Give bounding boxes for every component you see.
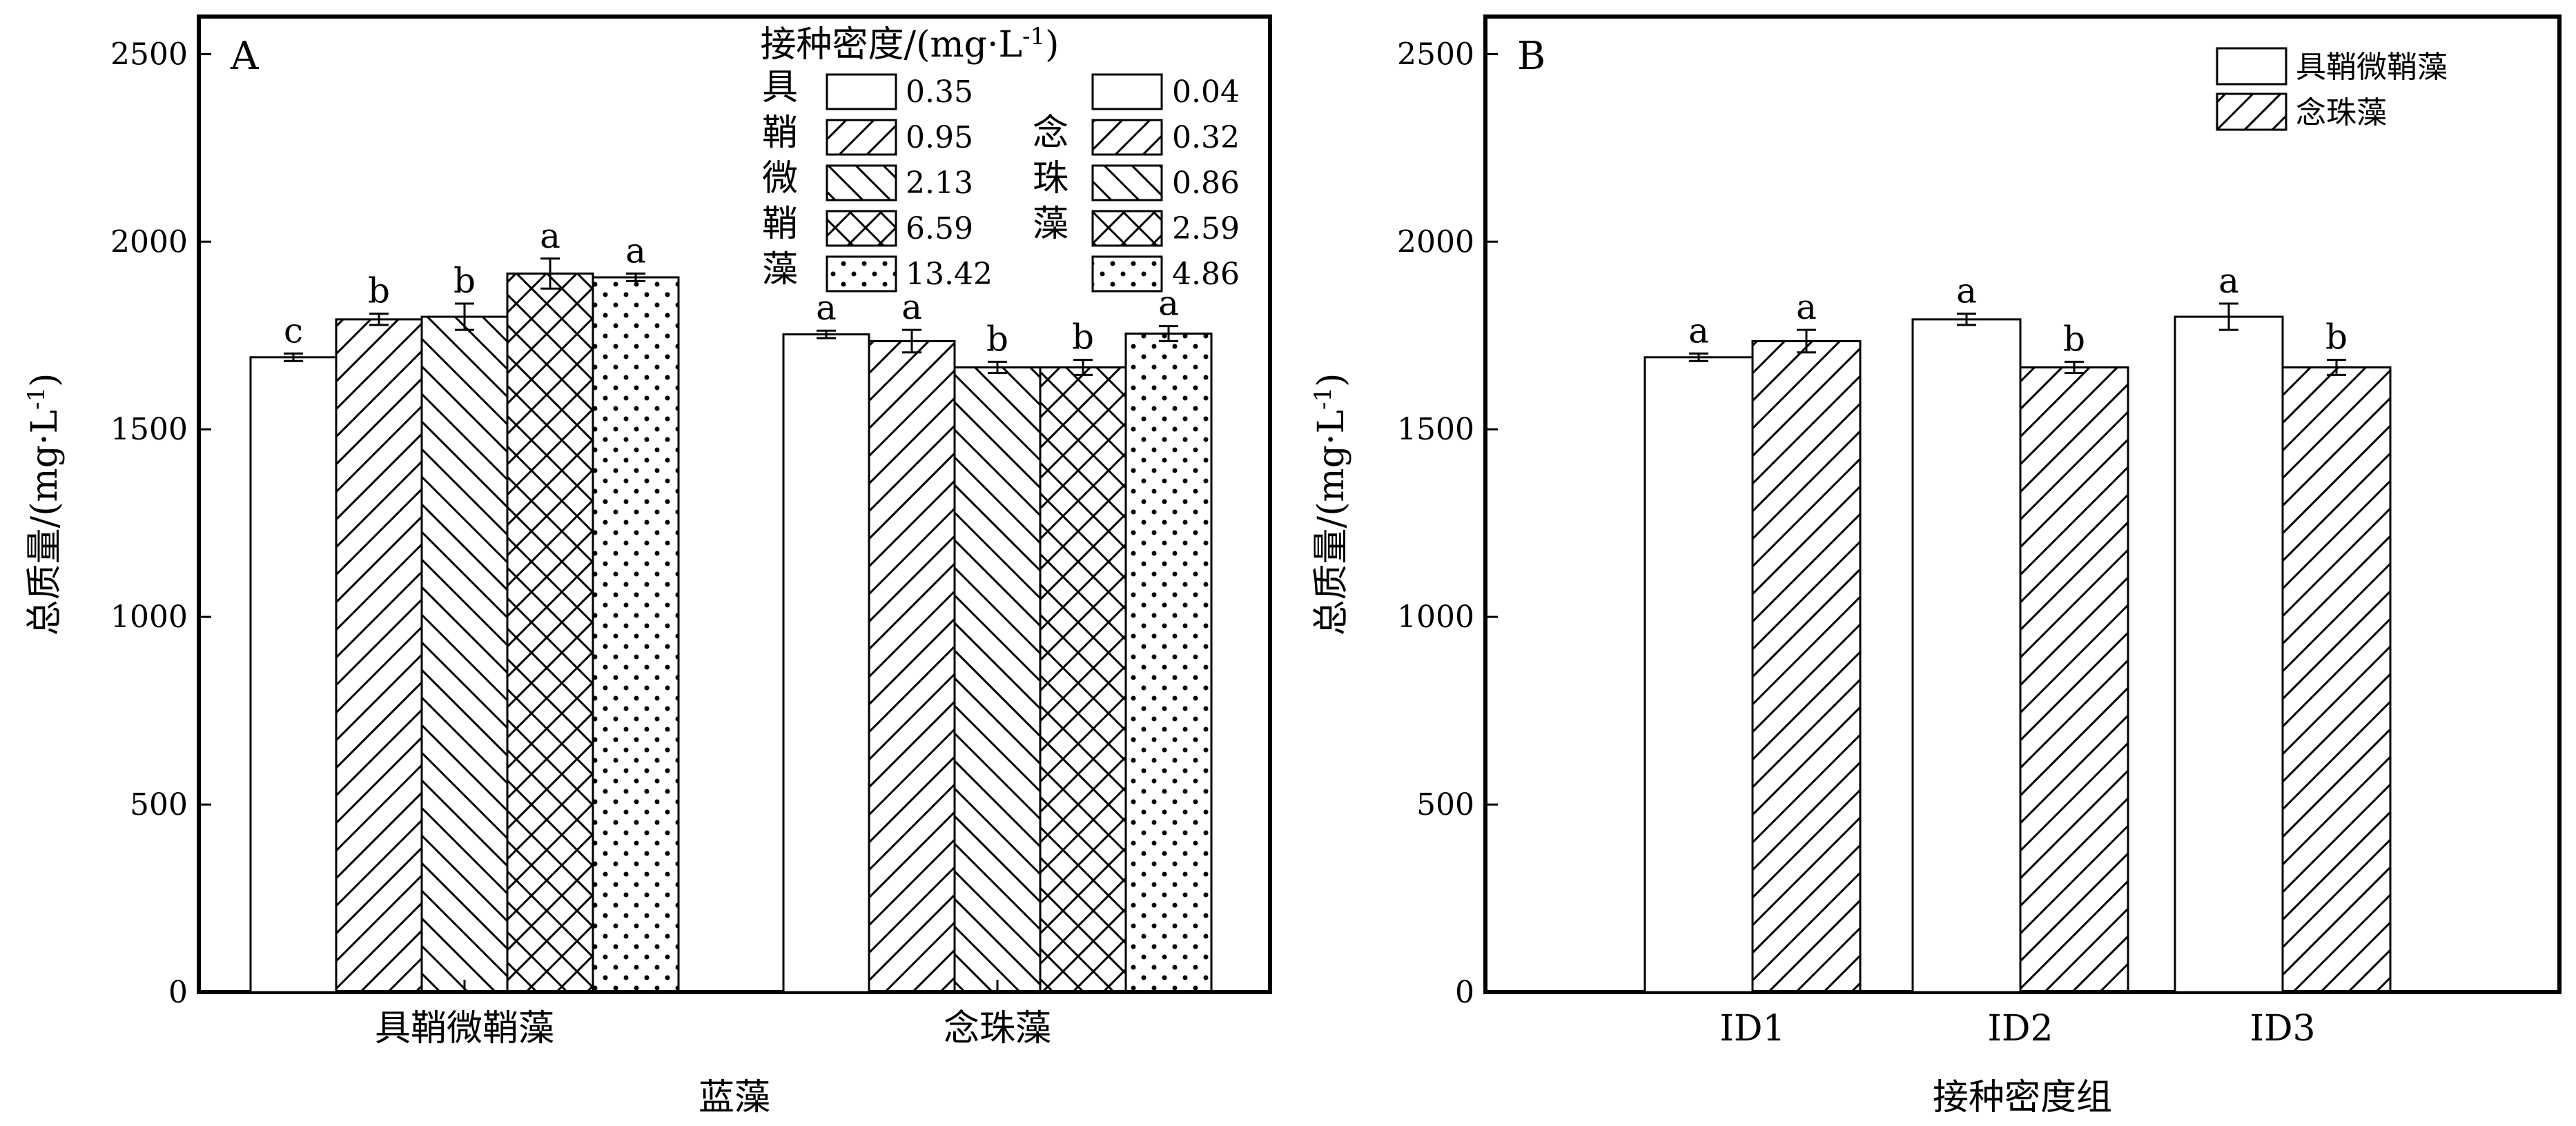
panel-b-x-category-label: ID1: [1719, 1008, 1785, 1049]
panel-b-y-tick-label: 1000: [1397, 600, 1474, 635]
panel-b-y-tick-label: 1500: [1397, 412, 1474, 447]
panel-a-y-tick-label: 2500: [110, 37, 188, 72]
panel-a-legend-swatch: [1091, 73, 1163, 110]
panel-b-legend-swatch: [2216, 47, 2287, 86]
panel-a-legend-group-name-char: 鞘: [762, 204, 798, 245]
panel-b-id2-significance-label: b: [2063, 319, 2085, 359]
panel-a-legend-entry: 0.86: [1172, 166, 1240, 201]
panel-a-y-tick-label: 2000: [110, 224, 188, 259]
panel-b-id3-bar: [2281, 366, 2392, 994]
panel-a-legend-group-name-char: 藻: [1033, 204, 1069, 245]
panel-a-y-tick-label: 1500: [110, 412, 188, 447]
panel-a-legend-entry: 0.32: [1172, 120, 1240, 155]
panel-a-group1-significance-label: b: [453, 261, 476, 301]
panel-b-y-axis-label: 总质量/(mg·L-1): [1309, 373, 1352, 636]
panel-a-x-category-label: 具鞘微鞘藻: [375, 1008, 554, 1049]
panel-a-legend-swatch: [826, 255, 897, 293]
panel-a-group1-significance-label: a: [625, 231, 646, 271]
panel-a-legend-swatch: [1091, 119, 1163, 156]
panel-a-legend-entry: 4.86: [1172, 257, 1240, 292]
panel-a-legend-swatch: [1091, 255, 1163, 293]
panel-a-y-tick-label: 500: [130, 787, 188, 822]
panel-a-group1-significance-label: a: [540, 216, 560, 256]
panel-a-legend-entry: 0.95: [906, 120, 973, 155]
panel-a-legend-group-name-char: 微: [762, 158, 798, 199]
panel-b-y-tick-label: 2500: [1397, 37, 1474, 72]
panel-a-group2-bar: [1039, 366, 1127, 994]
panel-a-legend-swatch: [826, 210, 897, 247]
panel-b-id2-bar: [1911, 318, 2022, 994]
panel-a-legend: 接种密度/(mg·L-1)具鞘微鞘藻0.350.952.136.5913.42念…: [761, 23, 1240, 293]
panel-a-group2-bar: [868, 339, 956, 994]
panel-a-y-tick-label: 0: [168, 975, 188, 1010]
panel-a-legend-swatch: [826, 164, 897, 201]
panel-a-legend-entry: 0.35: [906, 75, 973, 110]
panel-a-legend-group-name-char: 具: [762, 67, 798, 108]
panel-a-x-axis-label: 蓝藻: [699, 1077, 770, 1118]
panel-b-y-tick-label: 500: [1416, 787, 1474, 822]
panel-a-group1-bar: [335, 318, 423, 994]
panel-a-group1-bar: [592, 276, 680, 994]
panel-a-group1-significance-label: b: [368, 271, 390, 311]
panel-a-legend-entry: 2.59: [1172, 211, 1240, 246]
panel-a-group1-bar: [249, 356, 338, 994]
panel-a-label: A: [230, 34, 259, 79]
panel-a-group2-bar: [953, 366, 1042, 994]
panel-b-id1-bar: [1751, 339, 1862, 994]
panel-a-legend-group-name-char: 藻: [762, 249, 798, 290]
panel-b-id3-significance-label: a: [2218, 261, 2239, 301]
panel-a-x-category-label: 念珠藻: [944, 1008, 1051, 1049]
panel-b-x-category-label: ID3: [2250, 1008, 2315, 1049]
panel-a-group1-bar: [506, 273, 594, 994]
panel-a-group2-significance-label: a: [816, 288, 837, 328]
panel-b: 0 500 1000 1500 2000 2500 Ba a ID1 a b ID2 a b ID3 接种密度…: [1309, 14, 2562, 1118]
panel-b-legend-entry: 具鞘微鞘藻: [2296, 50, 2448, 85]
panel-a-group2-bar: [782, 333, 870, 994]
panel-a-legend-swatch: [826, 73, 897, 110]
panel-a-legend-entry: 0.04: [1172, 75, 1240, 110]
panel-a-legend-entry: 13.42: [906, 257, 993, 292]
panel-a-legend-entry: 6.59: [906, 211, 973, 246]
panel-b-id1-significance-label: a: [1796, 287, 1817, 327]
panel-a-legend-group-name-char: 念: [1033, 112, 1069, 154]
panel-b-label: B: [1517, 34, 1545, 79]
panel-b-x-category-label: ID2: [1987, 1008, 2053, 1049]
panel-b-id3-significance-label: b: [2325, 317, 2348, 357]
panel-a-y-tick-label: 1000: [110, 600, 188, 635]
panel-a-legend-title: 接种密度/(mg·L-1): [761, 23, 1060, 66]
panel-b-legend-entry: 念珠藻: [2296, 95, 2387, 130]
panel-a-legend-entry: 2.13: [906, 166, 973, 201]
panel-a-legend-swatch: [1091, 164, 1163, 201]
panel-a-legend-swatch: [1091, 210, 1163, 247]
panel-a-group1-bar: [420, 315, 509, 994]
panel-b-y-tick-label: 2000: [1397, 224, 1474, 259]
panel-b-x-axis-label: 接种密度组: [1933, 1077, 2112, 1118]
panel-a-group2-significance-label: a: [901, 287, 922, 327]
panel-a-group2-bar: [1124, 333, 1213, 994]
panel-a-legend-group-name-char: 鞘: [762, 112, 798, 154]
panel-a-group2-significance-label: b: [986, 319, 1008, 359]
panel-a-group2-significance-label: b: [1072, 317, 1094, 357]
panel-b-id1-significance-label: a: [1688, 310, 1709, 350]
panel-b-id3-bar: [2174, 315, 2284, 994]
panel-a-group1-significance-label: c: [284, 310, 303, 350]
panel-a-legend-group-name-char: 珠: [1033, 158, 1069, 199]
panel-a-plot-frame: [197, 14, 1272, 994]
panel-b-id2-bar: [2019, 366, 2129, 994]
panel-b-id2-significance-label: a: [1956, 271, 1977, 311]
panel-b-id1-bar: [1643, 356, 1754, 994]
panel-b-legend-swatch: [2216, 92, 2287, 131]
panel-a-legend-swatch: [826, 119, 897, 156]
panel-a-y-axis-label: 总质量/(mg·L-1): [23, 373, 66, 636]
panel-b-y-tick-label: 0: [1455, 975, 1474, 1010]
